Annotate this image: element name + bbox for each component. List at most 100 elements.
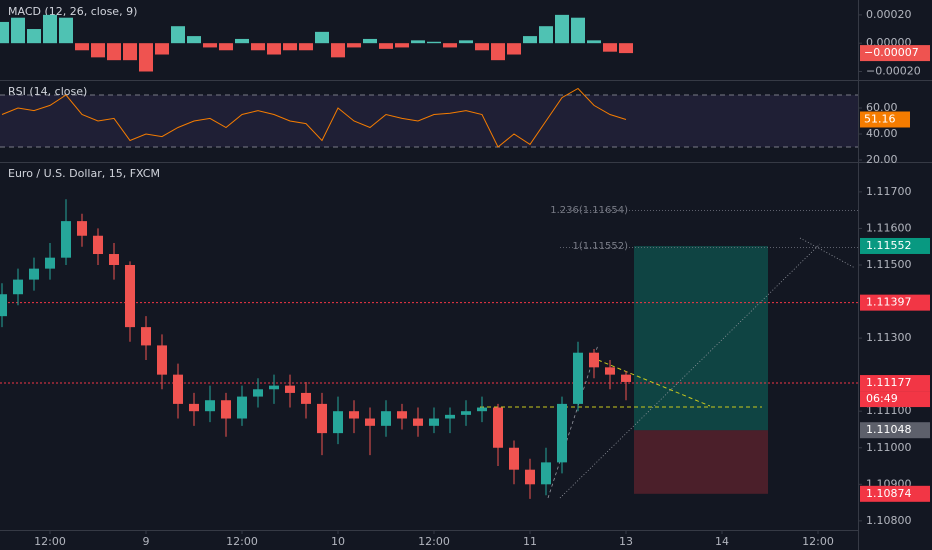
x-tick-label: 12:00 [226, 535, 258, 548]
y-tick-label: 20.00 [866, 153, 898, 166]
candle-body [397, 411, 407, 419]
histogram-bar [475, 43, 489, 51]
histogram-bar [155, 43, 169, 55]
histogram-bar [539, 26, 553, 44]
candle-body [317, 403, 327, 434]
candle-body [589, 352, 599, 368]
histogram-bar [235, 38, 249, 44]
x-tick-label: 12:00 [34, 535, 66, 548]
trend-line [559, 243, 821, 499]
candle-body [45, 257, 55, 269]
fib-label: 1(1.11552) [572, 241, 628, 252]
y-tick-label: 1.11300 [866, 331, 912, 344]
x-tick-label: 10 [331, 535, 345, 548]
countdown-box [860, 391, 930, 408]
last-value-box [860, 45, 930, 62]
background-layer [0, 94, 858, 494]
histogram-bar [267, 43, 281, 55]
histogram-bar [331, 43, 345, 58]
y-tick-label: 1.11000 [866, 441, 912, 454]
histogram-bar [379, 43, 393, 49]
candle-body [445, 414, 455, 419]
level-label: 1.10874 [866, 487, 912, 500]
x-tick-label: 12:00 [802, 535, 834, 548]
triangle-line [597, 359, 711, 407]
histogram-bar [27, 29, 41, 44]
histogram-bar [395, 43, 409, 48]
histogram-bar [411, 40, 425, 44]
histogram-bar [587, 40, 601, 44]
level-label: 1.11177 [866, 376, 912, 389]
macd-title: MACD (12, 26, close, 9) [8, 5, 137, 18]
candle-body [381, 411, 391, 426]
candle-body [285, 385, 295, 393]
histogram-bar [0, 21, 9, 44]
histogram-bar [171, 26, 185, 44]
candle-body [141, 327, 151, 346]
level-box [860, 375, 930, 392]
candle-body [125, 264, 135, 328]
last-value-label: −0.00007 [864, 46, 919, 59]
y-tick-label: 1.11600 [866, 221, 912, 234]
y-tick-label: 1.10800 [866, 514, 912, 527]
candle-body [333, 411, 343, 434]
candle-body [365, 418, 375, 426]
histogram-bar [187, 36, 201, 44]
x-tick-label: 13 [619, 535, 633, 548]
x-tick-label: 11 [523, 535, 537, 548]
histogram-bar [459, 40, 473, 44]
candle-body [189, 403, 199, 412]
y-tick-label: 1.11500 [866, 258, 912, 271]
candle-body [269, 385, 279, 390]
histogram-bar [219, 43, 233, 51]
x-tick-label: 12:00 [418, 535, 450, 548]
histogram-bar [59, 17, 73, 44]
candle-body [493, 407, 503, 448]
candle-body [93, 235, 103, 255]
candle-body [77, 221, 87, 236]
histogram-bar [251, 43, 265, 51]
candle-body [29, 268, 39, 280]
rsi-title: RSI (14, close) [8, 85, 87, 98]
histogram-bar [91, 43, 105, 58]
candle-body [541, 462, 551, 485]
candle-body [237, 396, 247, 419]
candle-body [557, 403, 567, 463]
histogram-bar [315, 31, 329, 44]
candle-body [253, 389, 263, 397]
y-tick-label: 1.11100 [866, 404, 912, 417]
level-label: 1.11048 [866, 423, 912, 436]
histogram-bar [283, 43, 297, 51]
candle-body [301, 392, 311, 404]
candle-body [573, 352, 583, 404]
candle-body [477, 407, 487, 412]
candle-body [349, 411, 359, 419]
candle-body [157, 345, 167, 375]
x-tick-label: 14 [715, 535, 729, 548]
candle-body [621, 374, 631, 382]
candle-body [221, 400, 231, 419]
histogram-bar [75, 43, 89, 51]
candle-body [173, 374, 183, 404]
candle-body [0, 294, 7, 317]
histogram-bar [299, 43, 313, 51]
histogram-bar [619, 43, 633, 54]
candle-body [605, 367, 615, 375]
level-box [860, 237, 930, 254]
rsi-band [0, 95, 858, 147]
histogram-bar [363, 38, 377, 44]
stop-zone [634, 430, 768, 494]
y-tick-label: 40.00 [866, 127, 898, 140]
price-title: Euro / U.S. Dollar, 15, FXCM [8, 167, 160, 180]
y-tick-label: 60.00 [866, 101, 898, 114]
target-zone [634, 245, 768, 431]
candle-body [509, 447, 519, 470]
y-tick-label: 1.11700 [866, 185, 912, 198]
candle-body [109, 254, 119, 265]
candle-body [413, 418, 423, 426]
histogram-bar [123, 43, 137, 61]
level-box [860, 422, 930, 439]
y-tick-label: 0.00020 [866, 8, 912, 21]
